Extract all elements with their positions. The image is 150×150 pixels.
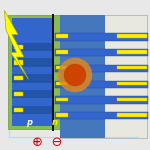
Bar (55, 33, 148, 40)
Bar (56, 50, 68, 54)
Bar (14, 92, 23, 96)
Text: −: − (53, 137, 61, 147)
Bar (12, 90, 52, 98)
Circle shape (34, 138, 41, 146)
Bar (55, 112, 148, 119)
Bar (14, 76, 23, 80)
Bar (12, 74, 52, 82)
Polygon shape (4, 11, 28, 80)
Circle shape (53, 138, 61, 146)
Bar (117, 98, 147, 101)
Bar (56, 82, 68, 85)
Bar (8, 15, 62, 129)
Circle shape (58, 58, 92, 92)
Bar (55, 49, 148, 56)
Bar (117, 82, 147, 85)
Circle shape (64, 64, 86, 86)
Bar (55, 81, 148, 88)
Bar (52, 14, 54, 130)
Bar (56, 34, 68, 38)
Bar (60, 15, 105, 138)
Bar (12, 43, 52, 51)
Bar (56, 98, 68, 101)
Bar (117, 66, 147, 69)
Bar (14, 108, 23, 112)
Bar (56, 66, 68, 69)
Bar (12, 106, 52, 114)
Bar (14, 45, 23, 49)
Bar (117, 34, 147, 38)
Bar (12, 58, 52, 67)
Bar (12, 18, 52, 126)
Bar (117, 113, 147, 117)
Bar (55, 65, 148, 72)
Text: p: p (26, 118, 32, 127)
Bar (60, 15, 147, 138)
Bar (56, 113, 68, 117)
Bar (14, 60, 23, 64)
Text: n: n (52, 118, 58, 127)
Bar (55, 96, 148, 103)
Bar (117, 50, 147, 54)
Text: +: + (33, 137, 42, 147)
